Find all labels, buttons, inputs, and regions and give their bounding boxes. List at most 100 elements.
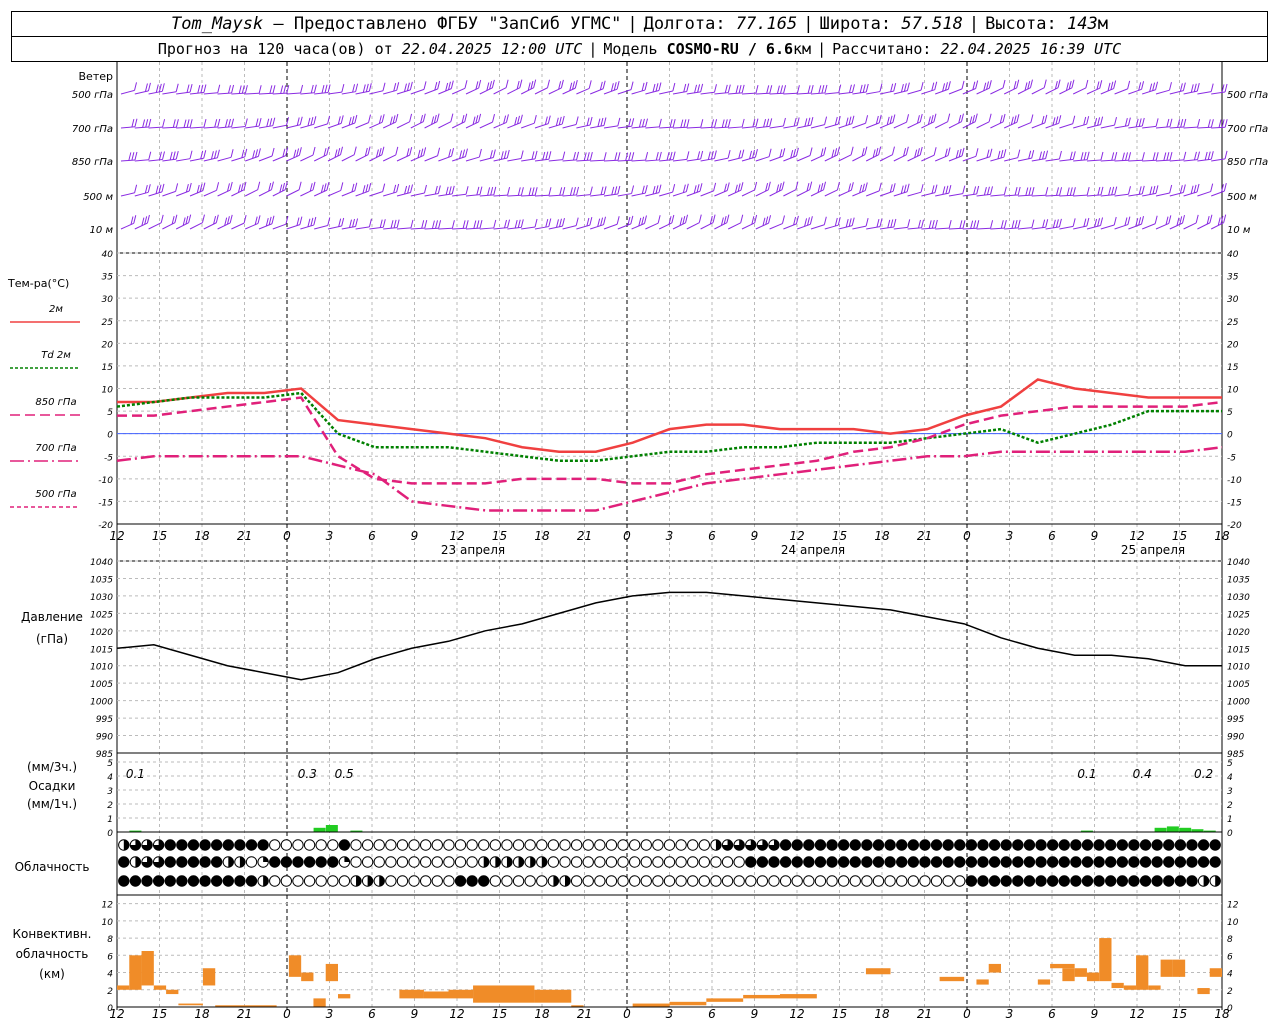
cloud-circle (710, 856, 722, 868)
wind-barb-shaft (617, 159, 632, 162)
wind-barb-flag (238, 85, 242, 94)
wind-barb-flag (200, 84, 204, 93)
wind-barb-flag (188, 182, 192, 192)
wind-barb-flag (1127, 117, 1131, 126)
wind-barb-flag (699, 183, 703, 192)
wind-barb-flag (393, 219, 397, 229)
wind-barb-flag (393, 184, 397, 194)
wind-barb-shaft (1100, 159, 1115, 162)
wind-barb-flag (1176, 217, 1180, 226)
wind-barb-shaft (1003, 87, 1017, 95)
cloud-circle (1116, 856, 1129, 868)
wind-barb-flag (340, 115, 344, 124)
wind-barb-flag (409, 113, 413, 122)
conv-cloud-bar (338, 994, 351, 999)
temp-hour-tick: 3 (666, 529, 674, 543)
wind-barb-shaft (631, 159, 646, 162)
wind-barb-flag (434, 185, 438, 195)
wind-barb-flag (1110, 81, 1114, 90)
cloud-circle (245, 839, 258, 851)
cloud-cover-symbol (779, 856, 792, 868)
wind-barb-shaft (1045, 226, 1060, 230)
wind-barb-shaft (120, 222, 134, 230)
cloud-cover-symbol (663, 839, 676, 851)
wind-barb-flag (638, 217, 642, 227)
wind-barb-shaft (520, 87, 534, 95)
wind-barb-flag (694, 84, 698, 93)
cloud-circle (652, 856, 664, 868)
cloud-cover-symbol (1058, 875, 1070, 887)
wind-barb-shaft (231, 222, 245, 230)
cloud-circle (919, 839, 931, 851)
wind-barb-shaft (893, 90, 908, 95)
wind-barb-shaft (217, 189, 231, 197)
conv-cloud-bar (313, 998, 326, 1007)
wind-barb-flag (754, 214, 758, 224)
wind-barb-shaft (700, 222, 714, 230)
wind-barb-flag (269, 85, 273, 94)
conv-cloud-bar (448, 989, 474, 999)
cloud-circle (327, 856, 339, 868)
wind-barb-flag (628, 152, 632, 161)
wind-barb-shaft (493, 227, 508, 230)
cloud-circle (965, 839, 978, 851)
cloud-circle (884, 839, 896, 851)
wind-barb-flag (861, 183, 865, 192)
wind-barb-flag (1028, 187, 1032, 196)
cloud-cover-symbol (721, 839, 734, 851)
wind-barb-flag (876, 218, 880, 228)
wind-barb-flag (697, 151, 701, 160)
cloud-cover-symbol (861, 839, 873, 851)
wind-barb-flag (1166, 118, 1170, 128)
wind-barb-flag (583, 152, 587, 161)
cloud-cover-symbol (745, 839, 757, 851)
cloud-cover-symbol (570, 856, 583, 868)
wind-barb-shaft (134, 222, 148, 230)
cloud-circle (1000, 856, 1012, 868)
conv-hour-tick: 6 (708, 1007, 716, 1021)
cloud-circle (501, 875, 513, 887)
cloud-cover-symbol (896, 839, 908, 851)
wind-barb-flag (352, 218, 356, 228)
wind-barb-shaft (1197, 191, 1211, 197)
conv-hour-tick: 12 (449, 1007, 464, 1021)
temp-ytick-left: 40 (102, 250, 114, 260)
wind-barb-flag (393, 82, 397, 92)
wind-barb-shaft (382, 154, 397, 162)
wind-barb-flag (438, 220, 442, 229)
conv-cloud-bar (423, 991, 449, 999)
wind-barb-shaft (1128, 223, 1142, 230)
conv-ytick-left: 10 (102, 918, 114, 928)
cloud-cover-symbol (988, 875, 1001, 887)
conv-cloud-bar (1111, 982, 1124, 989)
cloud-circle (280, 875, 293, 887)
cloud-circle (1035, 839, 1047, 851)
wind-barb-shaft (645, 192, 660, 197)
wind-barb-flag (712, 214, 716, 223)
wind-barb-flag (514, 219, 518, 229)
wind-barb-shaft (866, 226, 881, 230)
wind-barb-shaft (231, 189, 245, 197)
wind-barb-flag (1058, 150, 1062, 160)
cloud-circle (803, 856, 815, 868)
temp-hour-tick: 15 (492, 529, 507, 543)
cloud-half-fill (263, 875, 269, 887)
cloud-cover-symbol (234, 839, 246, 851)
cloud-circle (640, 839, 652, 851)
alt-label: Высота: (985, 14, 1057, 34)
wind-barb-flag (906, 114, 910, 123)
wind-barb-flag (887, 219, 891, 229)
temp-ytick-right: 40 (1227, 250, 1239, 260)
wind-barb-flag (435, 220, 438, 229)
cloud-circle (466, 856, 478, 868)
pressure-ytick-left: 1010 (90, 663, 113, 673)
wind-barb-flag (503, 219, 507, 229)
wind-barb-flag (1193, 184, 1197, 194)
cloud-circle (884, 856, 896, 868)
wind-barb-shaft (479, 121, 493, 129)
conv-hour-tick: 6 (1048, 1007, 1056, 1021)
wind-barb-flag (293, 149, 297, 158)
wind-barb-shaft (148, 222, 162, 230)
wind-barb-flag (755, 118, 759, 127)
temp-hour-tick: 6 (368, 529, 376, 543)
